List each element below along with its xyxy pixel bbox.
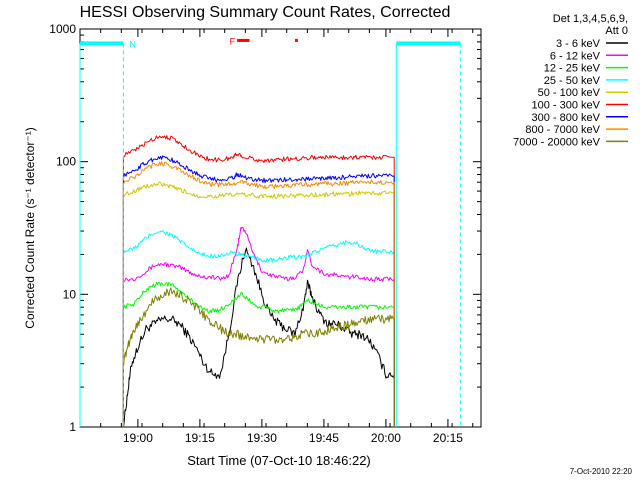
y-tick-label: 1000 — [49, 22, 76, 36]
x-tick-label: 19:00 — [123, 431, 153, 445]
series-line-7000-20000-kev — [122, 287, 395, 427]
legend-label: 12 - 25 keV — [544, 63, 601, 75]
x-tick-label: 20:15 — [433, 431, 463, 445]
legend-label: 7000 - 20000 keV — [513, 136, 601, 148]
series-line-12-25-kev — [122, 281, 395, 427]
legend-header-line: Att 0 — [605, 25, 628, 37]
y-tick-label: 10 — [63, 287, 77, 301]
legend-label: 25 - 50 keV — [544, 75, 601, 87]
x-tick-label: 20:00 — [371, 431, 401, 445]
series-line-50-100-kev — [122, 181, 395, 427]
series-line-3-6-kev — [122, 247, 395, 428]
legend-label: 800 - 7000 keV — [525, 124, 600, 136]
x-tick-label: 19:15 — [185, 431, 215, 445]
footer-timestamp: 7-Oct-2010 22:20 — [570, 467, 633, 476]
legend-label: 100 - 300 keV — [532, 100, 601, 112]
legend-label: 3 - 6 keV — [556, 38, 601, 50]
y-axis-label: Corrected Count Rate (s⁻¹ detector⁻¹) — [23, 127, 37, 328]
chart-title: HESSI Observing Summary Count Rates, Cor… — [80, 4, 451, 21]
night-label: N — [129, 39, 136, 49]
series-line-800-7000-kev — [122, 161, 395, 427]
x-tick-label: 19:45 — [309, 431, 339, 445]
axis-ticks: 19:00 19:15 19:30 19:45 20:00 20:15 1 10 100 1000 — [49, 22, 481, 445]
series-line-300-800-kev — [122, 155, 395, 427]
y-tick-label: 1 — [69, 420, 76, 434]
plot-frame — [79, 28, 482, 428]
series-line-6-12-kev — [122, 226, 395, 427]
x-axis-label: Start Time (07-Oct-10 18:46:22) — [187, 453, 371, 468]
legend-label: 6 - 12 keV — [550, 50, 601, 62]
legend-label: 300 - 800 keV — [532, 112, 601, 124]
legend-label: 50 - 100 keV — [538, 87, 601, 99]
x-tick-label: 19:30 — [247, 431, 277, 445]
series-line-100-300-kev — [122, 135, 395, 427]
legend-header-line: Det 1,3,4,5,6,9, — [553, 13, 628, 25]
y-tick-label: 100 — [56, 155, 76, 169]
series-line-25-50-kev — [122, 230, 395, 427]
flare-label: F — [230, 36, 236, 46]
series-layer — [122, 135, 395, 428]
